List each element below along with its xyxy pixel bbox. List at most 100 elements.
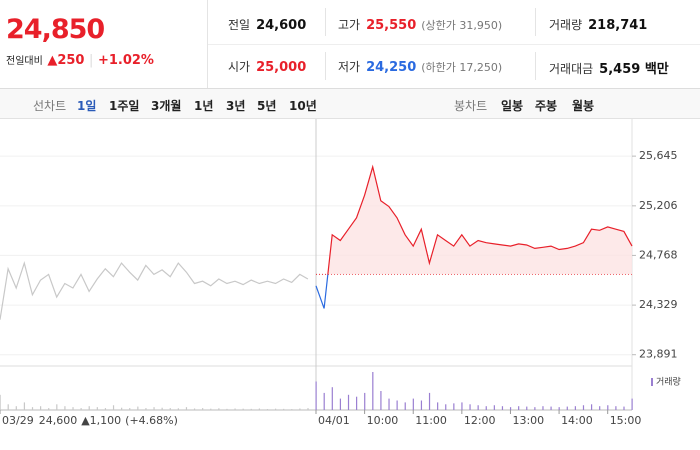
volume-bar [396, 400, 398, 410]
volume-bar [485, 406, 487, 410]
volume-bar [518, 406, 520, 410]
tab[interactable]: 5년 [257, 99, 277, 113]
volume-bar [501, 406, 504, 410]
y-tick-label: 23,891 [639, 348, 678, 361]
stat: 고가 25,550 (상한가 31,950) [338, 16, 502, 33]
volume-bar [566, 406, 568, 410]
volume-bar [137, 406, 139, 410]
prev-day-note: (+4.68%) [125, 414, 178, 427]
volume-bar [550, 406, 552, 410]
volume-bar [542, 406, 544, 410]
y-tick-label: 25,645 [639, 149, 678, 162]
divider: | [89, 53, 94, 68]
x-tick-label: 12:00 [464, 414, 496, 427]
tab[interactable]: 1주일 [109, 99, 140, 113]
volume-bar [590, 404, 593, 410]
volume-bar [104, 408, 107, 410]
divider [207, 0, 208, 88]
stat: 저가 24,250 (하한가 17,250) [338, 58, 502, 75]
tab[interactable]: 1일 [77, 99, 97, 113]
volume-bar [129, 408, 131, 410]
chart-tabs: 선차트 1일 1주일 3개월 1년 3년 5년 10년 봉차트 일봉 주봉 월봉 [0, 89, 700, 119]
volume-bar [121, 407, 123, 410]
stat-value: 25,000 [256, 60, 307, 75]
volume-bar [250, 408, 252, 410]
volume-bar [234, 408, 236, 410]
tab[interactable]: 3개월 [151, 99, 182, 113]
stat-label: 저가 [338, 60, 361, 74]
volume-bar [607, 405, 609, 410]
volume-bar [461, 402, 463, 410]
x-tick-label: 14:00 [561, 414, 593, 427]
y-tick-label: 25,206 [639, 199, 678, 212]
stat-note: (하한가 17,250) [421, 61, 503, 74]
volume-bar [582, 405, 585, 410]
volume-bar [80, 408, 82, 410]
volume-bar [210, 408, 212, 410]
stat-label: 고가 [338, 18, 361, 32]
tab[interactable]: 주봉 [535, 99, 558, 113]
tab[interactable]: 일봉 [501, 99, 524, 113]
volume-bar [64, 406, 66, 410]
y-tick-label: 24,329 [639, 298, 678, 311]
prev-day-note: 24,600 [39, 414, 78, 427]
volume-bar [307, 408, 309, 410]
tab[interactable]: 10년 [289, 99, 317, 113]
tab[interactable]: 1년 [194, 99, 214, 113]
tab[interactable]: 월봉 [572, 99, 595, 113]
volume-bar [574, 406, 576, 410]
x-tick-label: 10:00 [367, 414, 399, 427]
y-tick-label: 24,768 [639, 248, 678, 261]
volume-bar [56, 404, 58, 410]
stat-label: 거래대금 [549, 62, 594, 76]
volume-bar [493, 405, 495, 410]
stat-value: 5,459 백만 [599, 62, 669, 77]
volume-bar [428, 392, 431, 410]
stat-label: 시가 [228, 60, 251, 74]
volume-bar [299, 408, 301, 410]
volume-bar [242, 408, 244, 410]
volume-bar [380, 391, 382, 410]
stat-value: 218,741 [588, 18, 648, 33]
stat: 거래대금 5,459 백만 [549, 58, 669, 77]
volume-bar [185, 407, 188, 410]
volume-bar [315, 381, 317, 410]
stat: 거래량 218,741 [549, 16, 647, 33]
volume-bar [169, 408, 171, 410]
volume-bar [274, 408, 277, 410]
divider [535, 8, 536, 36]
divider [208, 44, 700, 45]
volume-bar [323, 392, 325, 410]
volume-bar [412, 398, 414, 410]
volume-bar [534, 407, 536, 410]
volume-bar [7, 404, 9, 410]
volume-bar [112, 405, 115, 410]
volume-bar [437, 402, 439, 410]
volume-bar [339, 398, 342, 410]
volume-bar [331, 387, 333, 410]
volume-bar [31, 407, 34, 410]
divider [535, 52, 536, 80]
volume-bar [347, 394, 350, 410]
change-label: 전일대비 [6, 56, 43, 67]
volume-bar [364, 392, 366, 410]
volume-bar [509, 407, 512, 410]
volume-bar [558, 407, 560, 410]
volume-bar [420, 400, 423, 410]
volume-bar [23, 402, 26, 410]
volume-bar [631, 398, 633, 410]
tab[interactable]: 3년 [226, 99, 246, 113]
volume-bar [48, 408, 50, 410]
quote-header: 24,850 전일대비 ▲250 | +1.02% 전일 24,600 고가 25,… [0, 0, 700, 89]
volume-bar [623, 406, 625, 410]
stat-value: 25,550 [366, 18, 417, 33]
stat-value: 24,600 [256, 18, 307, 33]
volume-bar [0, 394, 1, 410]
volume-bar [218, 408, 220, 410]
volume-bar [599, 406, 601, 410]
volume-bar [526, 406, 528, 410]
price-line [315, 164, 633, 309]
volume-bar [177, 408, 179, 410]
volume-bar [388, 398, 390, 410]
